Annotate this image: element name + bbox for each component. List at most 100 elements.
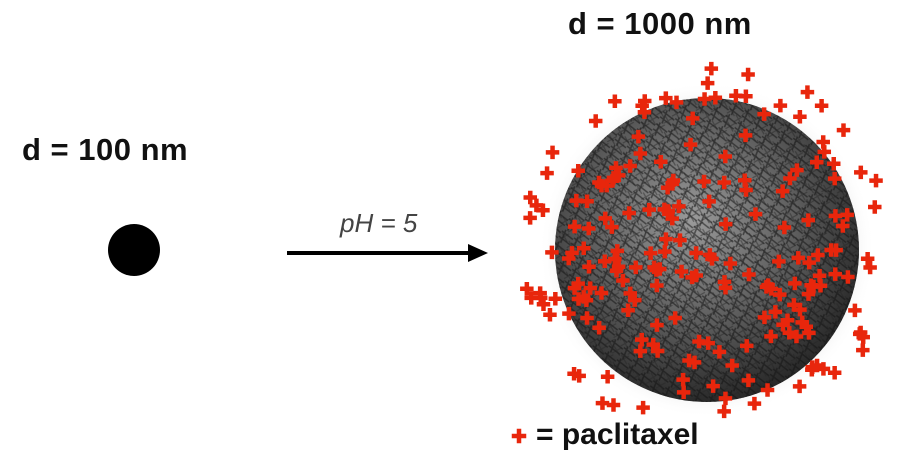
paclitaxel-marker: [827, 365, 842, 380]
paclitaxel-marker: [609, 263, 624, 278]
paclitaxel-marker: [856, 343, 870, 357]
paclitaxel-marker: [635, 98, 649, 113]
paclitaxel-marker: [809, 155, 824, 169]
transition-arrow: [287, 244, 488, 262]
paclitaxel-marker: [571, 276, 585, 291]
paclitaxel-marker: [605, 220, 619, 234]
paclitaxel-marker: [705, 252, 719, 266]
paclitaxel-marker: [812, 269, 827, 283]
paclitaxel-marker: [739, 339, 754, 353]
paclitaxel-marker: [676, 385, 691, 400]
paclitaxel-marker: [580, 311, 594, 325]
paclitaxel-marker: [649, 263, 664, 277]
paclitaxel-marker: [634, 332, 649, 347]
paclitaxel-marker: [780, 313, 795, 328]
paclitaxel-marker: [685, 270, 699, 285]
large-particle-label: d = 1000 nm: [568, 6, 752, 41]
paclitaxel-markers: [520, 61, 883, 419]
legend-paclitaxel-marker: [511, 428, 527, 444]
paclitaxel-marker: [529, 198, 544, 213]
paclitaxel-marker: [799, 320, 814, 334]
paclitaxel-marker: [783, 171, 797, 186]
paclitaxel-marker: [718, 149, 733, 164]
paclitaxel-marker: [863, 260, 877, 275]
paclitaxel-marker: [659, 232, 673, 246]
paclitaxel-marker: [683, 137, 698, 152]
paclitaxel-marker: [737, 173, 752, 187]
paclitaxel-marker: [565, 246, 579, 260]
paclitaxel-marker: [760, 383, 775, 397]
paclitaxel-marker: [540, 166, 554, 180]
paclitaxel-marker: [811, 248, 825, 262]
paclitaxel-marker: [757, 107, 771, 121]
paclitaxel-marker: [666, 173, 681, 188]
paclitaxel-marker: [633, 344, 648, 358]
paclitaxel-marker: [543, 308, 557, 322]
paclitaxel-marker: [533, 286, 547, 300]
paclitaxel-marker: [520, 282, 534, 296]
paclitaxel-marker: [869, 173, 883, 188]
paclitaxel-marker: [741, 373, 756, 388]
paclitaxel-marker: [701, 336, 715, 350]
paclitaxel-marker: [817, 145, 832, 159]
paclitaxel-marker: [700, 76, 715, 90]
paclitaxel-marker: [623, 286, 638, 301]
small-particle: [108, 224, 160, 276]
paclitaxel-marker: [588, 114, 603, 128]
paclitaxel-marker: [739, 183, 753, 197]
legend-label: = paclitaxel: [536, 418, 699, 451]
paclitaxel-marker: [772, 254, 786, 269]
paclitaxel-marker: [659, 91, 673, 105]
paclitaxel-marker: [627, 293, 642, 307]
paclitaxel-marker: [629, 260, 643, 275]
paclitaxel-marker: [738, 128, 753, 143]
paclitaxel-marker: [536, 297, 551, 312]
paclitaxel-marker: [676, 372, 690, 387]
paclitaxel-marker: [840, 208, 854, 222]
paclitaxel-marker: [511, 428, 527, 444]
paclitaxel-marker: [717, 404, 731, 419]
paclitaxel-marker: [621, 303, 635, 318]
paclitaxel-marker: [646, 337, 660, 352]
paclitaxel-marker: [827, 171, 842, 186]
paclitaxel-marker: [616, 273, 630, 288]
paclitaxel-marker: [545, 145, 560, 160]
paclitaxel-marker: [773, 287, 787, 302]
paclitaxel-marker: [792, 379, 807, 394]
paclitaxel-marker: [742, 267, 756, 282]
paclitaxel-marker: [854, 165, 868, 180]
paclitaxel-marker: [801, 287, 816, 301]
paclitaxel-marker: [582, 259, 596, 274]
paclitaxel-marker: [623, 159, 637, 173]
paclitaxel-marker: [643, 246, 658, 260]
paclitaxel-marker: [764, 329, 778, 344]
paclitaxel-marker: [836, 123, 851, 137]
paclitaxel-marker: [828, 209, 843, 223]
paclitaxel-marker: [606, 398, 621, 412]
ph-condition-label: pH = 5: [340, 208, 418, 238]
paclitaxel-marker: [826, 157, 841, 171]
paclitaxel-marker: [841, 270, 855, 284]
paclitaxel-marker: [682, 353, 696, 368]
paclitaxel-marker: [791, 251, 806, 265]
paclitaxel-marker: [567, 219, 582, 234]
paclitaxel-marker: [706, 379, 720, 393]
paclitaxel-marker: [576, 241, 591, 255]
small-particle-label: d = 100 nm: [22, 132, 189, 167]
paclitaxel-marker: [739, 89, 753, 104]
paclitaxel-marker: [748, 207, 763, 221]
paclitaxel-marker: [788, 276, 802, 291]
paclitaxel-marker: [775, 184, 790, 198]
paclitaxel-marker: [650, 278, 664, 293]
paclitaxel-marker: [571, 163, 585, 178]
paclitaxel-marker: [545, 245, 559, 260]
paclitaxel-marker: [793, 109, 807, 124]
paclitaxel-marker: [572, 369, 586, 383]
paclitaxel-marker: [622, 206, 636, 220]
paclitaxel-marker: [658, 244, 672, 259]
paclitaxel-marker: [729, 88, 743, 103]
paclitaxel-marker: [685, 111, 700, 126]
paclitaxel-marker: [631, 129, 646, 144]
paclitaxel-marker: [725, 358, 739, 373]
paclitaxel-marker: [608, 252, 622, 266]
